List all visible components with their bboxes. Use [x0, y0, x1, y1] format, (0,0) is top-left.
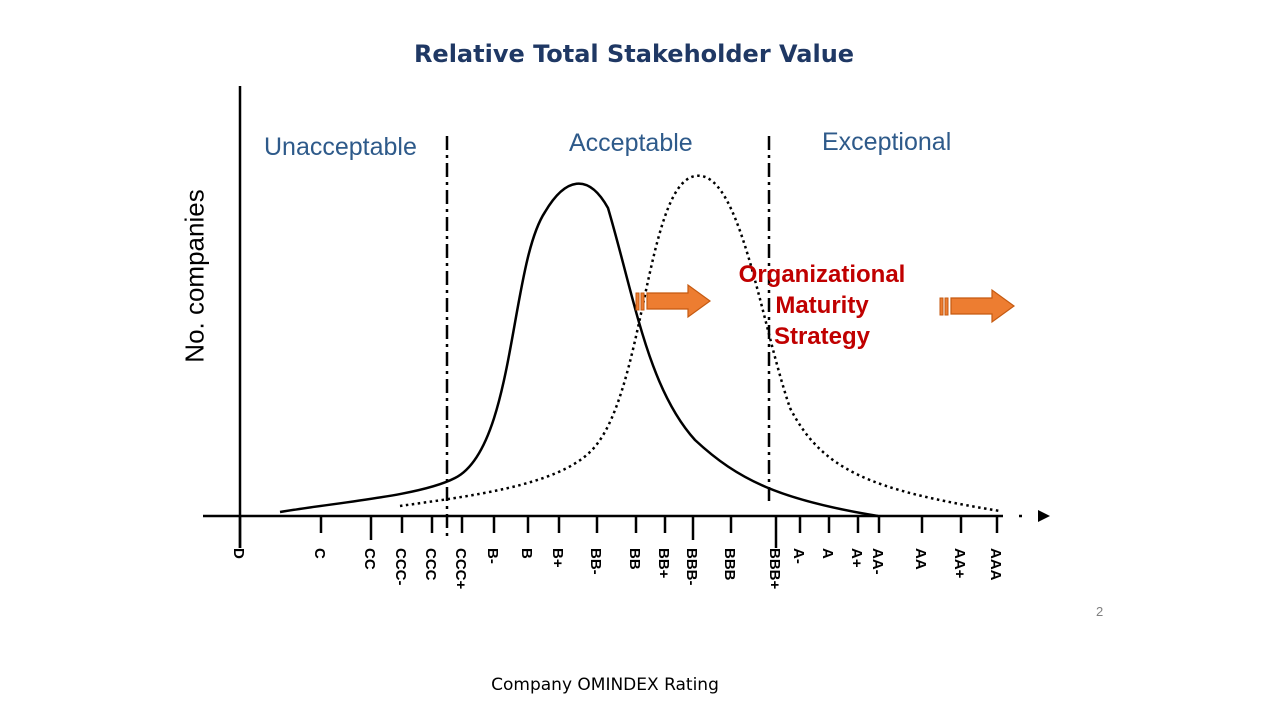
zone-label-acceptable: Acceptable: [569, 129, 693, 157]
shift-arrow-left: [635, 283, 712, 319]
rating-label: B-: [484, 548, 501, 564]
rating-label: B+: [549, 548, 566, 568]
chart-title: Relative Total Stakeholder Value: [413, 40, 855, 68]
page-number: 2: [1096, 604, 1104, 619]
current-distribution-curve: [279, 182, 879, 518]
rating-label: CCC+: [452, 548, 469, 589]
rating-label: CCC: [422, 548, 439, 581]
target-distribution-curve: [399, 174, 1001, 513]
x-axis-label: Company OMINDEX Rating: [491, 675, 719, 695]
shift-arrow-right: [939, 288, 1016, 324]
zone-label-exceptional: Exceptional: [822, 128, 952, 156]
rating-label: BBB-: [683, 548, 700, 586]
rating-label: BB-: [587, 548, 604, 575]
rating-label: AA: [912, 548, 929, 570]
rating-label: BB+: [655, 548, 672, 579]
rating-label: CC: [361, 548, 378, 570]
rating-label: A: [819, 548, 836, 559]
rating-label: AA-: [869, 548, 886, 575]
strategy-line-2: Maturity: [775, 292, 869, 320]
rating-ticks: [238, 516, 999, 548]
rating-label: D: [230, 548, 247, 559]
rating-label: BBB+: [766, 548, 783, 589]
organizational-maturity-strategy-label: Organizational Maturity Strategy: [722, 259, 922, 353]
rating-label: AAA: [987, 548, 1004, 581]
x-axis-arrowhead: [1038, 510, 1050, 522]
strategy-line-3: Strategy: [773, 323, 871, 351]
rating-label: CCC-: [392, 548, 409, 586]
strategy-line-1: Organizational: [738, 261, 906, 288]
rating-label: A-: [790, 548, 807, 564]
rating-label: BB: [626, 548, 643, 570]
rating-label: C: [311, 548, 328, 559]
rating-label: A+: [848, 548, 865, 568]
zone-label-unacceptable: Unacceptable: [264, 133, 417, 161]
rating-label: AA+: [951, 548, 968, 579]
rating-label: BBB: [721, 548, 738, 581]
rating-tick-labels: D C CC CCC- CCC CCC+ B- B B+ BB- BB BB+ BBB- BBB BBB+ A…: [230, 548, 1004, 589]
rating-label: B: [518, 548, 535, 559]
